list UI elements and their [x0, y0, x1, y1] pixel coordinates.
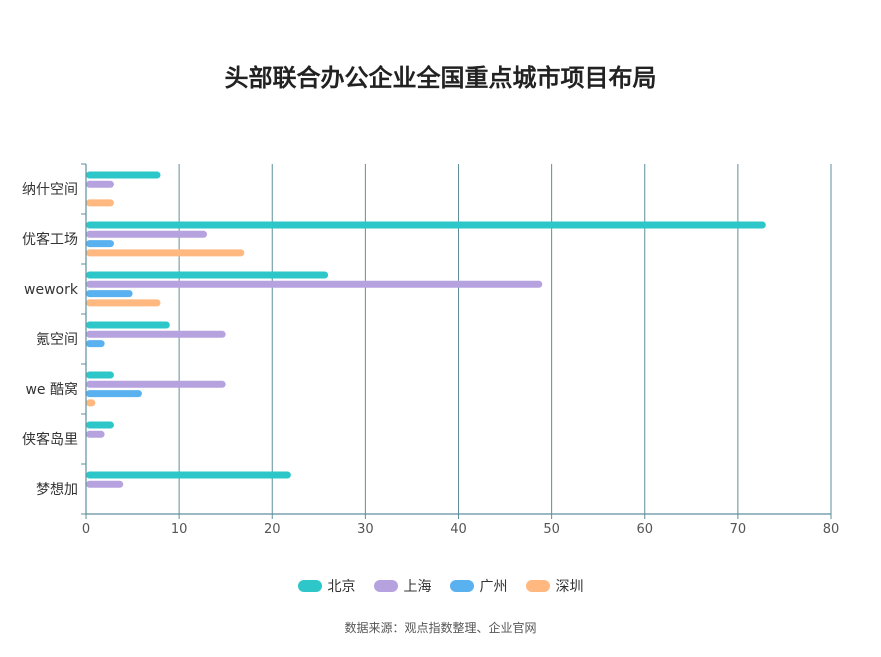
chart-title: 头部联合办公企业全国重点城市项目布局 — [224, 64, 657, 92]
x-tick-label: 0 — [82, 522, 90, 537]
x-tick-label: 20 — [264, 522, 281, 537]
category-label: 纳什空间 — [22, 182, 78, 198]
category-label: 侠客岛里 — [22, 431, 78, 448]
bar — [86, 249, 245, 257]
bar — [86, 171, 161, 179]
bar — [86, 330, 226, 338]
bar — [86, 280, 543, 288]
category-label: 氪空间 — [36, 332, 78, 348]
bar — [86, 271, 329, 279]
bar — [86, 230, 208, 238]
legend-item[interactable]: 上海 — [373, 576, 432, 596]
category-label: we 酷窝 — [25, 381, 78, 398]
bar — [86, 299, 161, 307]
category-label: 优客工场 — [22, 231, 78, 248]
legend-swatch — [449, 580, 474, 592]
bar — [86, 290, 133, 298]
bar — [86, 221, 766, 229]
legend: 北京 上海 广州 深圳 — [0, 576, 881, 596]
legend-label: 上海 — [403, 579, 432, 595]
legend-swatch — [373, 580, 398, 592]
bar — [86, 321, 170, 329]
x-tick-label: 40 — [450, 522, 467, 537]
bars-layer — [86, 171, 766, 488]
bar — [86, 399, 96, 407]
bar — [86, 340, 105, 348]
legend-item[interactable]: 深圳 — [525, 576, 584, 596]
bar — [86, 421, 114, 429]
legend-item[interactable]: 北京 — [297, 576, 356, 596]
bar — [86, 180, 114, 188]
x-tick-label: 60 — [636, 522, 653, 537]
category-label: wework — [24, 282, 79, 298]
bar — [86, 480, 124, 488]
bar — [86, 430, 105, 438]
x-tick-label: 70 — [730, 522, 747, 537]
legend-label: 北京 — [327, 579, 356, 595]
x-tick-label: 50 — [543, 522, 560, 537]
legend-swatch — [525, 580, 550, 592]
legend-label: 深圳 — [555, 579, 584, 595]
bar — [86, 390, 142, 398]
legend-item[interactable]: 广州 — [449, 576, 508, 596]
legend-swatch — [297, 580, 322, 592]
bar — [86, 380, 226, 388]
category-label: 梦想加 — [36, 482, 78, 498]
bar — [86, 471, 291, 479]
x-tick-label: 80 — [823, 522, 840, 537]
bar — [86, 199, 114, 207]
source-note: 数据来源：观点指数整理、企业官网 — [344, 621, 537, 635]
bar — [86, 371, 114, 379]
x-tick-label: 10 — [171, 522, 188, 537]
x-tick-label: 30 — [357, 522, 374, 537]
bar — [86, 240, 114, 248]
grid-layer — [178, 164, 832, 514]
legend-label: 广州 — [479, 579, 508, 595]
